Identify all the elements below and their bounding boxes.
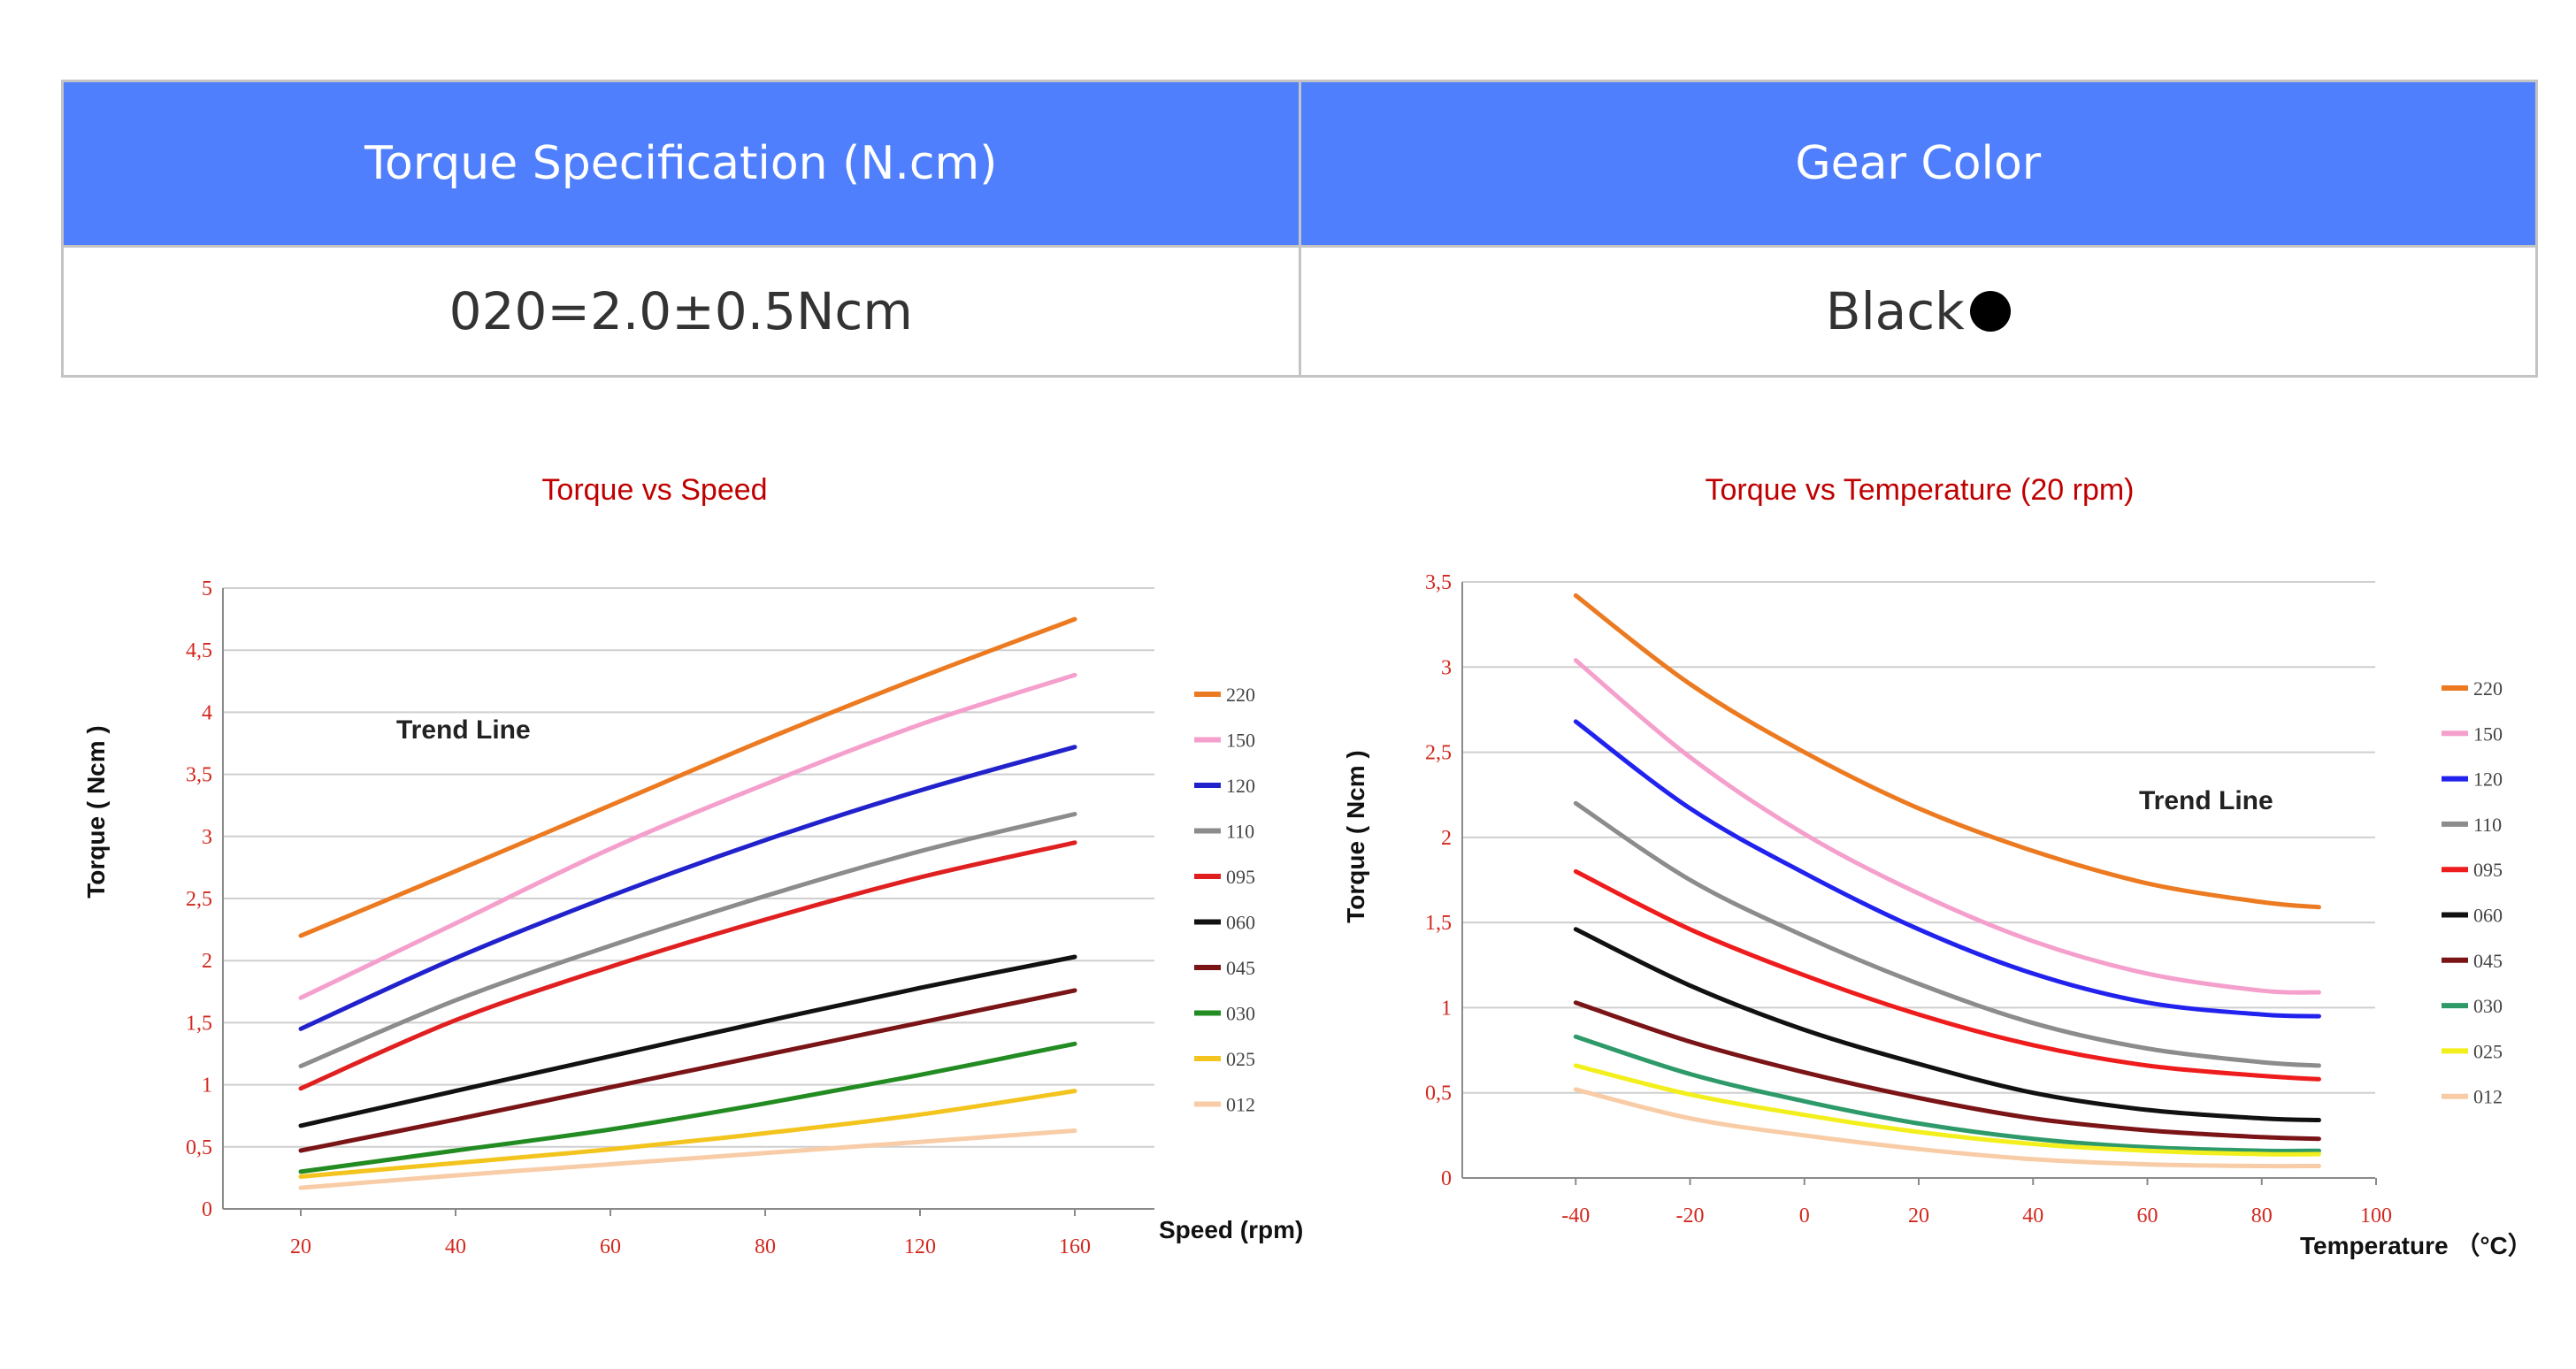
y-tick-label: 2 [202,950,212,973]
y-tick-label: 0 [202,1198,212,1221]
legend-label: 150 [2473,723,2503,745]
y-tick-label: 4,5 [186,639,212,662]
y-tick-label: 2,5 [1425,742,1452,765]
series-line-110 [1573,800,2321,1068]
x-tick-label: 160 [1059,1235,1091,1258]
y-tick-label: 0,5 [1425,1082,1452,1105]
series-line-120 [298,745,1077,1031]
series-line-025 [1573,1063,2321,1157]
legend-label: 120 [2473,769,2503,791]
chart-title: Torque vs Temperature (20 rpm) [1705,473,2134,507]
torque-vs-speed-svg: Torque vs Speed 0 0,5 1 1,5 2 2,5 3 3,5 4 4,5 5 20 40… [82,473,1303,1258]
x-tick-label: 0 [1799,1205,1810,1228]
spec-table-row: 020=2.0±0.5Ncm Black [61,245,2538,378]
legend-label: 045 [1226,957,1255,979]
legend-label: 012 [2473,1086,2503,1108]
x-axis-label: Speed (rpm) [1159,1216,1303,1243]
y-tick-label: 3 [202,826,212,849]
series-line-012 [298,1128,1077,1190]
series-line-095 [1573,868,2321,1082]
series-line-030 [1573,1034,2321,1153]
series-line-150 [298,672,1077,1000]
legend-label: 150 [1226,730,1255,752]
series-line-220 [298,616,1077,938]
legend-label: 012 [1226,1094,1255,1116]
series-line-150 [1573,658,2321,995]
x-tick-label: 60 [2137,1205,2158,1228]
header-torque-spec: Torque Specification (N.cm) [61,80,1301,248]
series-line-045 [1573,1000,2321,1142]
y-tick-label: 0 [1441,1167,1452,1190]
series-line-012 [1573,1087,2321,1169]
x-tick-label: -20 [1676,1205,1705,1228]
legend-label: 095 [1226,866,1255,888]
torque-vs-temperature-svg: Torque vs Temperature (20 rpm)00,511,522… [1342,473,2533,1259]
legend-label: 025 [1226,1048,1255,1070]
x-tick-label: -40 [1561,1205,1590,1228]
legend-label: 220 [1226,684,1255,706]
y-tick-label: 2 [1441,827,1452,850]
torque-vs-temperature-chart: Torque vs Temperature (20 rpm) 0 0,5 1 1,5 2 2… [1292,451,2565,1318]
series-line-030 [298,1041,1077,1174]
header-gear-color: Gear Color [1298,80,2538,248]
y-tick-label: 1 [202,1075,212,1097]
y-tick-label: 3 [1441,656,1452,679]
x-tick-label: 60 [600,1235,621,1258]
spec-table-header-row: Torque Specification (N.cm) Gear Color [61,80,2538,248]
y-axis-label: Torque ( Ncm ) [82,725,110,898]
legend-label: 095 [2473,859,2503,881]
series-line-060 [1573,927,2321,1122]
y-tick-label: 1 [1441,997,1452,1020]
legend-label: 025 [2473,1040,2503,1062]
legend-label: 045 [2473,950,2503,972]
y-tick-label: 4 [202,701,212,724]
y-tick-label: 0,5 [186,1136,212,1159]
x-tick-label: 40 [445,1235,466,1258]
torque-vs-speed-chart: Torque vs Speed 0 0,5 1 1,5 2 2,5 3 3,5 4 4,5 5 20 40… [35,451,1309,1318]
x-tick-label: 20 [1908,1205,1929,1228]
x-tick-label: 100 [2360,1205,2392,1228]
chart-title: Torque vs Speed [541,473,767,507]
series-line-025 [298,1089,1077,1179]
x-axis-label: Temperature （°C） [2300,1231,2533,1259]
color-dot-icon [1969,290,2011,332]
x-tick-label: 80 [755,1235,776,1258]
torque-spec-value: 020=2.0±0.5Ncm [448,281,913,341]
gear-color-value: Black [1825,281,1965,341]
x-tick-label: 80 [2251,1205,2273,1228]
y-tick-label: 5 [202,577,212,600]
cell-gear-color: Black [1298,245,2538,378]
series-line-045 [298,988,1077,1153]
spec-table: Torque Specification (N.cm) Gear Color 0… [61,80,2538,378]
x-tick-label: 40 [2022,1205,2043,1228]
legend-label: 060 [1226,912,1255,934]
y-tick-label: 3,5 [1425,571,1452,594]
legend-label: 110 [1226,821,1254,843]
series-line-060 [298,954,1077,1128]
legend-label: 030 [1226,1003,1255,1025]
legend-label: 060 [2473,905,2503,927]
x-tick-label: 120 [904,1235,936,1258]
y-tick-label: 1,5 [1425,912,1452,935]
y-axis-label: Torque ( Ncm ) [1342,750,1369,922]
y-tick-label: 3,5 [186,764,212,787]
x-tick-label: 20 [290,1235,311,1258]
series-line-120 [1573,719,2321,1019]
cell-torque-spec: 020=2.0±0.5Ncm [61,245,1301,378]
series-line-110 [298,812,1077,1068]
y-tick-label: 1,5 [186,1012,212,1035]
legend-label: 120 [1226,775,1255,797]
legend-label: 220 [2473,677,2503,700]
legend-label: 110 [2473,814,2502,836]
trend-line-annotation: Trend Line [2139,786,2273,815]
legend-label: 030 [2473,995,2503,1017]
series-line-095 [298,840,1077,1091]
series-line-220 [1573,593,2321,910]
y-tick-label: 2,5 [186,888,212,911]
trend-line-annotation: Trend Line [396,715,531,745]
